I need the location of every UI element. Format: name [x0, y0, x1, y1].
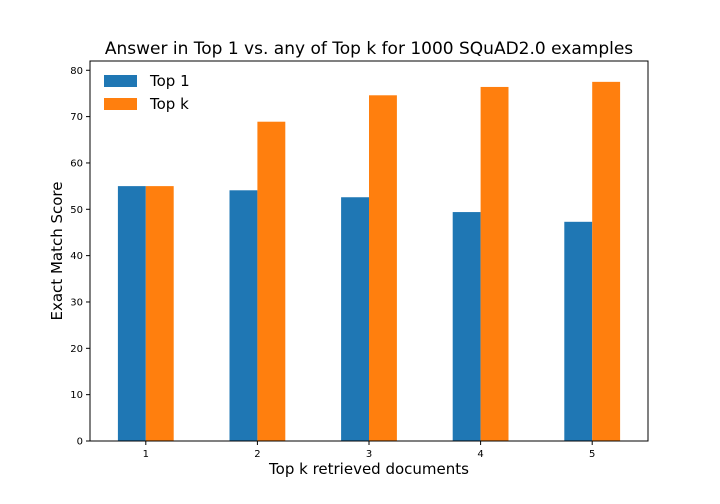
y-tick-label: 50	[70, 205, 83, 216]
y-axis-label: Exact Match Score	[48, 182, 66, 321]
x-tick-label: 4	[477, 449, 483, 460]
y-tick-label: 30	[70, 297, 83, 308]
y-tick-label: 40	[70, 251, 83, 262]
bar-top-1-5	[564, 221, 593, 441]
y-tick-label: 20	[70, 344, 83, 355]
x-tick-label: 2	[254, 449, 260, 460]
bar-top-k-3	[369, 95, 397, 441]
legend: Top 1 Top k	[104, 72, 190, 113]
bar-top-k-2	[257, 121, 286, 442]
bar-top-1-1	[117, 186, 146, 441]
legend-swatch	[104, 98, 137, 110]
x-axis-label: Top k retrieved documents	[268, 460, 469, 478]
y-tick-label: 70	[70, 112, 83, 123]
bar-top-1-4	[452, 212, 481, 441]
bar-top-1-3	[341, 197, 369, 441]
plot-area: 0 10 20 30 40 50 60 70 80 1 2 3 4 5	[70, 60, 649, 460]
y-tick-label: 60	[70, 158, 83, 169]
y-tick-label: 10	[70, 390, 83, 401]
legend-label: Top 1	[149, 72, 190, 90]
legend-label: Top k	[149, 95, 189, 113]
bar-top-k-4	[480, 86, 509, 441]
legend-swatch	[104, 75, 137, 87]
x-tick-label: 1	[143, 449, 149, 460]
bar-top-k-1	[145, 186, 174, 441]
y-tick-label: 0	[77, 437, 83, 448]
bar-top-1-2	[229, 190, 258, 441]
x-tick-label: 3	[366, 449, 372, 460]
x-tick-label: 5	[589, 449, 595, 460]
bar-top-k-5	[592, 81, 621, 441]
y-tick-label: 80	[70, 66, 83, 77]
chart-title: Answer in Top 1 vs. any of Top k for 100…	[105, 39, 633, 59]
